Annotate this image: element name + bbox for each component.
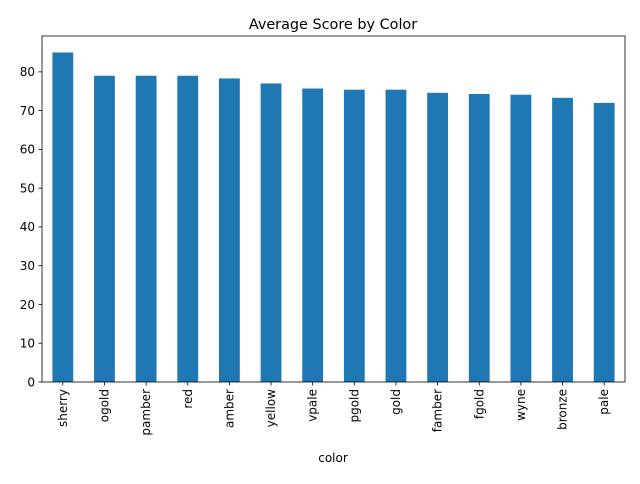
- bar-sherry: [52, 52, 74, 382]
- bar-yellow: [260, 83, 282, 383]
- x-tick-label: yellow: [264, 389, 278, 427]
- bar-red: [177, 75, 199, 383]
- y-tick-label: 30: [20, 259, 35, 273]
- x-axis: sherry ogold pamber red amber yellow vpale pgol…: [56, 382, 611, 436]
- y-tick-label: 50: [20, 181, 35, 195]
- x-tick-label: vpale: [306, 389, 320, 422]
- x-tick-label: red: [181, 389, 195, 409]
- y-tick-label: 60: [20, 143, 35, 157]
- y-axis: 0 10 20 30 40 50 60 70 80: [20, 65, 42, 389]
- y-tick-label: 80: [20, 65, 35, 79]
- chart-title: Average Score by Color: [249, 17, 417, 33]
- x-tick-label: gold: [389, 389, 403, 415]
- bar-bronze: [552, 97, 573, 382]
- y-tick-label: 70: [20, 104, 35, 118]
- bar-ogold: [94, 75, 115, 383]
- x-tick-label: pale: [597, 389, 611, 415]
- bar-vpale: [302, 88, 324, 382]
- y-tick-label: 10: [20, 337, 35, 351]
- bars-layer: [52, 52, 615, 383]
- bar-wyne: [510, 94, 532, 382]
- x-tick-label: amber: [222, 389, 236, 428]
- bar-amber: [218, 78, 240, 382]
- bar-pamber: [135, 75, 157, 383]
- y-tick-label: 0: [27, 375, 35, 389]
- x-tick-label: ogold: [97, 389, 111, 422]
- x-tick-label: pamber: [139, 389, 153, 436]
- bar-fgold: [468, 93, 490, 383]
- bar-famber: [427, 92, 449, 382]
- plot-frame: [41, 35, 626, 383]
- x-tick-label: bronze: [556, 389, 570, 430]
- x-tick-label: wyne: [514, 389, 528, 421]
- y-tick-label: 40: [20, 220, 35, 234]
- y-tick-label: 20: [20, 298, 35, 312]
- bar-pgold: [343, 89, 365, 382]
- bar-pale: [593, 102, 615, 383]
- x-axis-label: color: [318, 451, 348, 465]
- x-tick-label: pgold: [347, 389, 361, 423]
- x-tick-label: famber: [431, 389, 445, 432]
- x-tick-label: fgold: [472, 389, 486, 419]
- bar-gold: [385, 89, 407, 382]
- x-tick-label: sherry: [56, 389, 70, 427]
